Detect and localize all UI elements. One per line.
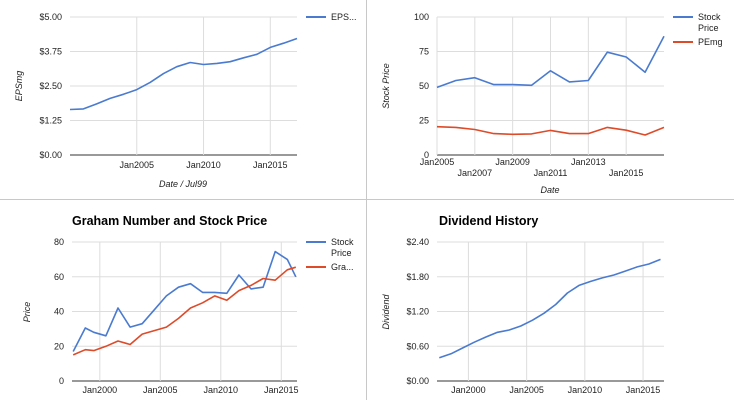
y-tick-label: $0.00 [406, 376, 429, 386]
chart-title: Graham Number and Stock Price [72, 214, 267, 228]
x-tick-label: Jan2005 [509, 385, 544, 395]
y-tick-label: $1.25 [39, 116, 62, 126]
chart-svg: Dividend History $0.00 $0.60 $1.20 $1.80 $2.4… [381, 214, 664, 395]
series-line-pemg [436, 125, 665, 136]
series-line-stock-price [436, 35, 665, 89]
legend-label-line: Price [698, 23, 719, 33]
y-tick-label: 50 [419, 81, 429, 91]
x-tick-label: Jan2015 [626, 385, 661, 395]
legend-label: EPS... [331, 12, 357, 22]
y-tick-label: $2.40 [406, 237, 429, 247]
y-axis-label: Stock Price [381, 63, 391, 109]
x-tick-label: Jan2000 [451, 385, 486, 395]
y-tick-label: 80 [54, 237, 64, 247]
series-line-gra- [72, 266, 297, 356]
x-tick-label: Jan2005 [420, 157, 455, 167]
x-tick-label: Jan2005 [143, 385, 178, 395]
x-tick-label: Jan2005 [119, 160, 154, 170]
y-axis-label: Price [22, 302, 32, 323]
y-tick-label: 40 [54, 307, 64, 317]
legend-label: PEmg [698, 37, 723, 47]
y-tick-label: 75 [419, 47, 429, 57]
x-axis-label: Date / Jul99 [159, 179, 207, 189]
y-axis-label: EPSmg [14, 71, 24, 102]
legend-label-line: Price [331, 248, 352, 258]
x-tick-label: Jan2015 [264, 385, 299, 395]
y-tick-label: 20 [54, 341, 64, 351]
y-tick-label: 100 [414, 12, 429, 22]
x-tick-label: Jan2010 [204, 385, 239, 395]
x-axis-label: Date [540, 185, 559, 195]
series-line-dividend [439, 258, 661, 359]
y-tick-label: $0.60 [406, 341, 429, 351]
y-tick-label: $3.75 [39, 47, 62, 57]
legend-label-line: Stock [331, 237, 354, 247]
x-tick-label: Jan2009 [495, 157, 530, 167]
x-tick-label: Jan2013 [571, 157, 606, 167]
x-tick-label: Jan2000 [83, 385, 118, 395]
y-tick-label: $0.00 [39, 150, 62, 160]
chart-title: Dividend History [439, 214, 538, 228]
x-tick-label: Jan2011 [534, 168, 568, 178]
legend-label-line: Stock [698, 12, 721, 22]
legend-label: Stock Price [331, 237, 354, 258]
graham-chart-panel: Graham Number and Stock Price 0 20 40 60 80 Ja… [0, 200, 367, 400]
dividend-chart-panel: Dividend History $0.00 $0.60 $1.20 $1.80 $2.4… [367, 200, 734, 400]
y-tick-label: 0 [59, 376, 64, 386]
y-tick-label: $2.50 [39, 81, 62, 91]
eps-chart-panel: $0.00 $1.25 $2.50 $3.75 $5.00 Jan2005 Jan2010 J… [0, 0, 367, 200]
y-tick-label: $1.20 [406, 307, 429, 317]
chart-svg: Graham Number and Stock Price 0 20 40 60 80 Ja… [22, 214, 354, 395]
pe-chart-panel: 0 25 50 75 100 Jan2005 Jan2007 Jan2009 Jan2011 Ja… [367, 0, 734, 200]
chart-svg: $0.00 $1.25 $2.50 $3.75 $5.00 Jan2005 Jan2010 J… [14, 12, 357, 189]
y-tick-label: $1.80 [406, 272, 429, 282]
x-tick-label: Jan2007 [458, 168, 493, 178]
y-tick-label: 25 [419, 116, 429, 126]
y-axis-label: Dividend [381, 294, 391, 330]
x-tick-label: Jan2015 [609, 168, 644, 178]
series-line-eps- [69, 37, 298, 111]
y-tick-label: $5.00 [39, 12, 62, 22]
chart-svg: 0255075100Jan2005Jan2007Jan2009Jan2011Ja… [381, 12, 723, 195]
legend-label: Stock Price [698, 12, 721, 33]
y-tick-label: 0 [424, 150, 429, 160]
x-tick-label: Jan2010 [186, 160, 221, 170]
series-line-stock-price [72, 250, 297, 352]
x-tick-label: Jan2010 [568, 385, 603, 395]
legend-label: Gra... [331, 262, 354, 272]
y-tick-label: 60 [54, 272, 64, 282]
x-tick-label: Jan2015 [253, 160, 288, 170]
